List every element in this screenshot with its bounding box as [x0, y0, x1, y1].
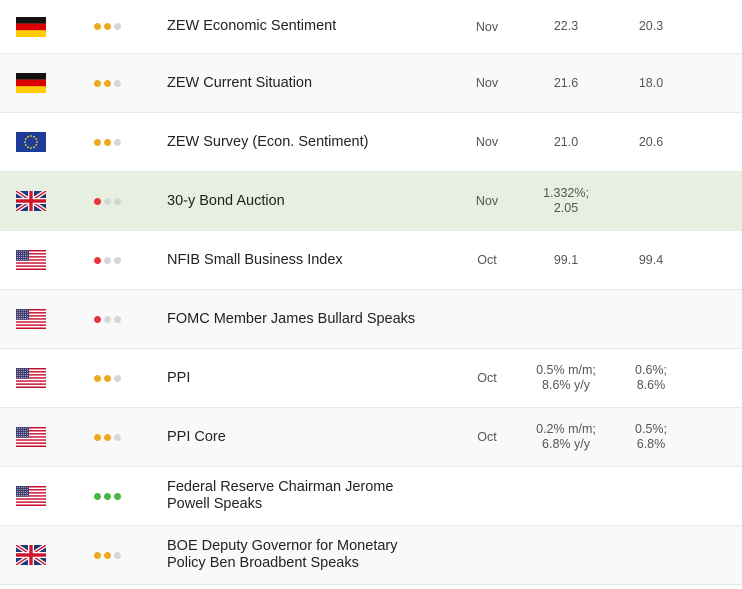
table-row[interactable]: NFIB Small Business Index Oct 99.1 99.4 [0, 231, 742, 290]
table-row[interactable]: PPI Oct 0.5% m/m; 8.6% y/y 0.6%; 8.6% [0, 349, 742, 408]
table-row[interactable]: ZEW Economic Sentiment Nov 22.3 20.3 [0, 0, 742, 54]
event-name: NFIB Small Business Index [167, 251, 343, 268]
table-row[interactable]: ZEW Current Situation Nov 21.6 18.0 [0, 54, 742, 113]
usa-flag-icon [16, 349, 46, 407]
actual-value: 0.2% m/m; 6.8% y/y [536, 422, 596, 451]
usa-flag-icon [16, 467, 46, 525]
table-row[interactable]: PPI Core Oct 0.2% m/m; 6.8% y/y 0.5%; 6.8% [0, 408, 742, 467]
importance-indicator [94, 349, 134, 407]
table-row[interactable]: ZEW Survey (Econ. Sentiment) Nov 21.0 20.6 [0, 113, 742, 172]
importance-dot [94, 256, 101, 264]
event-period: Nov [475, 135, 499, 149]
importance-indicator [94, 0, 134, 53]
importance-dot [104, 433, 111, 441]
event-name: ZEW Current Situation [167, 74, 313, 91]
importance-dot [104, 138, 111, 146]
eu-flag-icon [16, 113, 46, 171]
event-period: Oct [477, 371, 497, 385]
importance-indicator [94, 526, 134, 584]
event-name: PPI Core [167, 428, 226, 445]
importance-indicator [94, 231, 134, 289]
importance-dot [104, 256, 111, 264]
event-name: Federal Reserve Chairman Jerome Powell S… [167, 479, 394, 512]
importance-dot [114, 197, 121, 205]
table-row[interactable]: FOMC Member James Bullard Speaks [0, 290, 742, 349]
uk-flag-icon [16, 526, 46, 584]
importance-dot [114, 374, 121, 382]
importance-dot [94, 138, 101, 146]
importance-dot [104, 374, 111, 382]
importance-dot [94, 315, 101, 323]
event-period: Oct [477, 253, 497, 267]
event-name: ZEW Survey (Econ. Sentiment) [167, 133, 369, 150]
importance-indicator [94, 467, 134, 525]
event-period: Nov [475, 19, 499, 34]
importance-dot [114, 433, 121, 441]
importance-dot [114, 315, 121, 323]
importance-dot [114, 492, 121, 500]
importance-dot [114, 256, 121, 264]
actual-value: 1.332%; 2.05 [543, 186, 589, 215]
importance-dot [104, 315, 111, 323]
importance-dot [94, 79, 101, 87]
table-row[interactable]: BOE Deputy Governor for Monetary Policy … [0, 526, 742, 585]
importance-dot [94, 433, 101, 441]
germany-flag-icon [16, 54, 46, 112]
germany-flag-icon [16, 0, 46, 53]
event-period: Nov [475, 76, 499, 90]
importance-dot [94, 23, 101, 30]
importance-dot [104, 197, 111, 205]
importance-indicator [94, 172, 134, 230]
importance-dot [94, 197, 101, 205]
event-period: Nov [475, 194, 499, 208]
actual-value: 21.0 [553, 134, 579, 149]
importance-dot [114, 23, 121, 30]
importance-indicator [94, 290, 134, 348]
event-name: 30-y Bond Auction [167, 192, 285, 209]
importance-dot [104, 492, 111, 500]
forecast-value: 99.4 [638, 252, 664, 267]
uk-flag-icon [16, 172, 46, 230]
forecast-value: 20.6 [638, 134, 664, 149]
actual-value: 99.1 [553, 252, 579, 267]
importance-dot [114, 551, 121, 559]
actual-value: 22.3 [553, 19, 579, 33]
table-row[interactable]: 30-y Bond Auction Nov 1.332%; 2.05 [0, 172, 742, 231]
event-name: ZEW Economic Sentiment [167, 18, 337, 34]
event-name: FOMC Member James Bullard Speaks [167, 310, 416, 327]
event-period: Oct [477, 430, 497, 444]
importance-dot [94, 551, 101, 559]
importance-dot [94, 492, 101, 500]
forecast-value: 20.3 [638, 19, 664, 33]
importance-indicator [94, 408, 134, 466]
importance-dot [114, 79, 121, 87]
usa-flag-icon [16, 290, 46, 348]
importance-dot [94, 374, 101, 382]
event-name: PPI [167, 369, 191, 386]
table-row[interactable]: Federal Reserve Chairman Jerome Powell S… [0, 467, 742, 526]
importance-indicator [94, 54, 134, 112]
event-name: BOE Deputy Governor for Monetary Policy … [167, 538, 398, 571]
importance-dot [104, 23, 111, 30]
importance-dot [104, 551, 111, 559]
actual-value: 0.5% m/m; 8.6% y/y [536, 363, 596, 392]
forecast-value: 0.6%; 8.6% [635, 363, 667, 392]
forecast-value: 18.0 [638, 75, 664, 90]
importance-dot [104, 79, 111, 87]
actual-value: 21.6 [553, 75, 579, 90]
usa-flag-icon [16, 408, 46, 466]
importance-dot [114, 138, 121, 146]
importance-indicator [94, 113, 134, 171]
usa-flag-icon [16, 231, 46, 289]
forecast-value: 0.5%; 6.8% [635, 422, 667, 451]
